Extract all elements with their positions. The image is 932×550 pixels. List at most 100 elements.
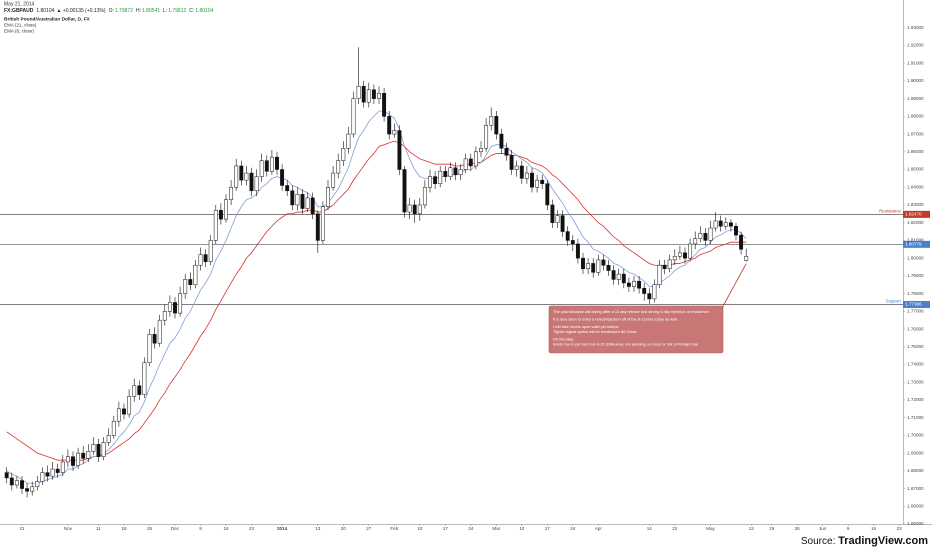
candle-body — [718, 220, 723, 227]
x-tick-label: 23 — [249, 526, 255, 531]
candle-body — [25, 488, 30, 492]
legend-entry: EMA (21, close) — [4, 23, 37, 28]
candle-body — [458, 169, 463, 176]
candle-body — [575, 243, 580, 259]
x-tick-label: 18 — [121, 526, 127, 531]
candle-body — [116, 408, 121, 422]
x-tick-label: 9 — [199, 526, 202, 531]
candle-body — [371, 89, 376, 99]
candle-body — [162, 311, 167, 321]
candle-body — [560, 215, 565, 232]
candle-body — [463, 158, 468, 170]
candle-body — [132, 385, 137, 397]
x-tick-label: 20 — [341, 526, 347, 531]
y-tick-label: 1.69000 — [907, 450, 924, 455]
y-tick-label: 1.86000 — [907, 149, 924, 154]
y-tick-label: 1.67000 — [907, 486, 924, 491]
candle-body — [621, 273, 626, 284]
candle-body — [744, 256, 749, 261]
x-tick-label: Jun — [819, 526, 827, 531]
candle-body — [229, 186, 234, 200]
candle-body — [519, 165, 524, 179]
candle-body — [326, 186, 330, 207]
ohlc-key: H: — [136, 8, 141, 14]
x-tick-label: 26 — [795, 526, 801, 531]
y-tick-label: 1.89000 — [907, 96, 924, 101]
change: ▲ +0.00135 (+0.13%) — [56, 8, 105, 14]
candle-body — [382, 93, 387, 117]
candle-body — [428, 176, 432, 188]
candle-body — [30, 486, 35, 492]
candle-body — [586, 263, 591, 270]
candle-body — [9, 477, 14, 486]
y-tick-label: 1.81000 — [907, 238, 924, 243]
source-name: TradingView.com — [838, 535, 928, 547]
candle-body — [626, 282, 631, 287]
ohlc-value: 1.79812 — [168, 8, 186, 14]
level-price: 1.82470 — [905, 212, 922, 217]
x-tick-label: May — [706, 526, 715, 531]
candle-body — [723, 222, 728, 227]
y-tick-label: 1.65000 — [907, 521, 924, 526]
candle-body — [565, 231, 570, 241]
level-price-box — [903, 210, 930, 218]
annotation-text: The pound/aussie will diving after a 13 … — [553, 309, 710, 314]
candle-body — [198, 254, 203, 266]
candle-body — [734, 225, 738, 236]
y-tick-label: 1.90000 — [907, 78, 924, 83]
ema-lines — [6, 110, 747, 484]
annotation-text: I will take shorts upon valid pin setups… — [553, 324, 619, 329]
level-name: Resistance — [879, 209, 901, 214]
candle-body — [642, 288, 647, 294]
candle-body — [152, 334, 157, 344]
candle-body — [346, 133, 351, 149]
candle-body — [305, 197, 310, 209]
y-tick-label: 1.70000 — [907, 433, 924, 438]
candle-body — [167, 302, 172, 312]
candle-body — [570, 240, 575, 245]
y-tick-label: 1.80000 — [907, 255, 924, 260]
x-tick-label: 14 — [647, 526, 653, 531]
candle-body — [224, 199, 228, 220]
candle-body — [361, 85, 366, 103]
candle-body — [667, 259, 672, 270]
candle-body — [555, 215, 560, 223]
candle-body — [188, 279, 193, 285]
candle-body — [239, 165, 244, 181]
candle-body — [535, 179, 540, 188]
y-tick-label: 1.82000 — [907, 220, 924, 225]
ema-line — [6, 110, 747, 484]
candle-body — [208, 240, 213, 262]
y-tick-label: 1.74000 — [907, 362, 924, 367]
candle-body — [300, 194, 305, 209]
candle-body — [254, 176, 259, 192]
candle-body — [499, 133, 504, 149]
y-tick-label: 1.87000 — [907, 131, 924, 136]
candle-body — [606, 264, 611, 271]
x-tick-label: 13 — [315, 526, 321, 531]
ema-line — [6, 140, 747, 461]
axes: 1.65000 1.66000 1.67000 1.68000 1.69000 1.700… — [19, 25, 924, 531]
candle-body — [739, 234, 744, 250]
candle-body — [76, 452, 81, 466]
x-tick-label: 16 — [223, 526, 229, 531]
x-tick-label: 11 — [96, 526, 101, 531]
candle-body — [494, 116, 499, 135]
y-tick-label: 1.78000 — [907, 291, 924, 296]
candle-body — [479, 147, 483, 153]
candle-body — [412, 204, 417, 215]
date: May 21, 2014 — [4, 1, 35, 7]
annotation-text: It is also seen to entry a retest/reject… — [553, 317, 678, 322]
y-tick-label: 1.66000 — [907, 503, 924, 508]
candle-body — [647, 293, 652, 300]
y-tick-label: 1.71000 — [907, 415, 924, 420]
ohlc-value: 1.80541 — [142, 8, 160, 14]
candle-body — [86, 451, 91, 459]
candle-body — [183, 279, 188, 294]
x-tick-label: 23 — [897, 526, 903, 531]
candle-body — [295, 194, 300, 206]
candle-body — [45, 472, 50, 477]
ohlc-value: 1.79872 — [115, 8, 133, 14]
candle-body — [50, 468, 55, 477]
